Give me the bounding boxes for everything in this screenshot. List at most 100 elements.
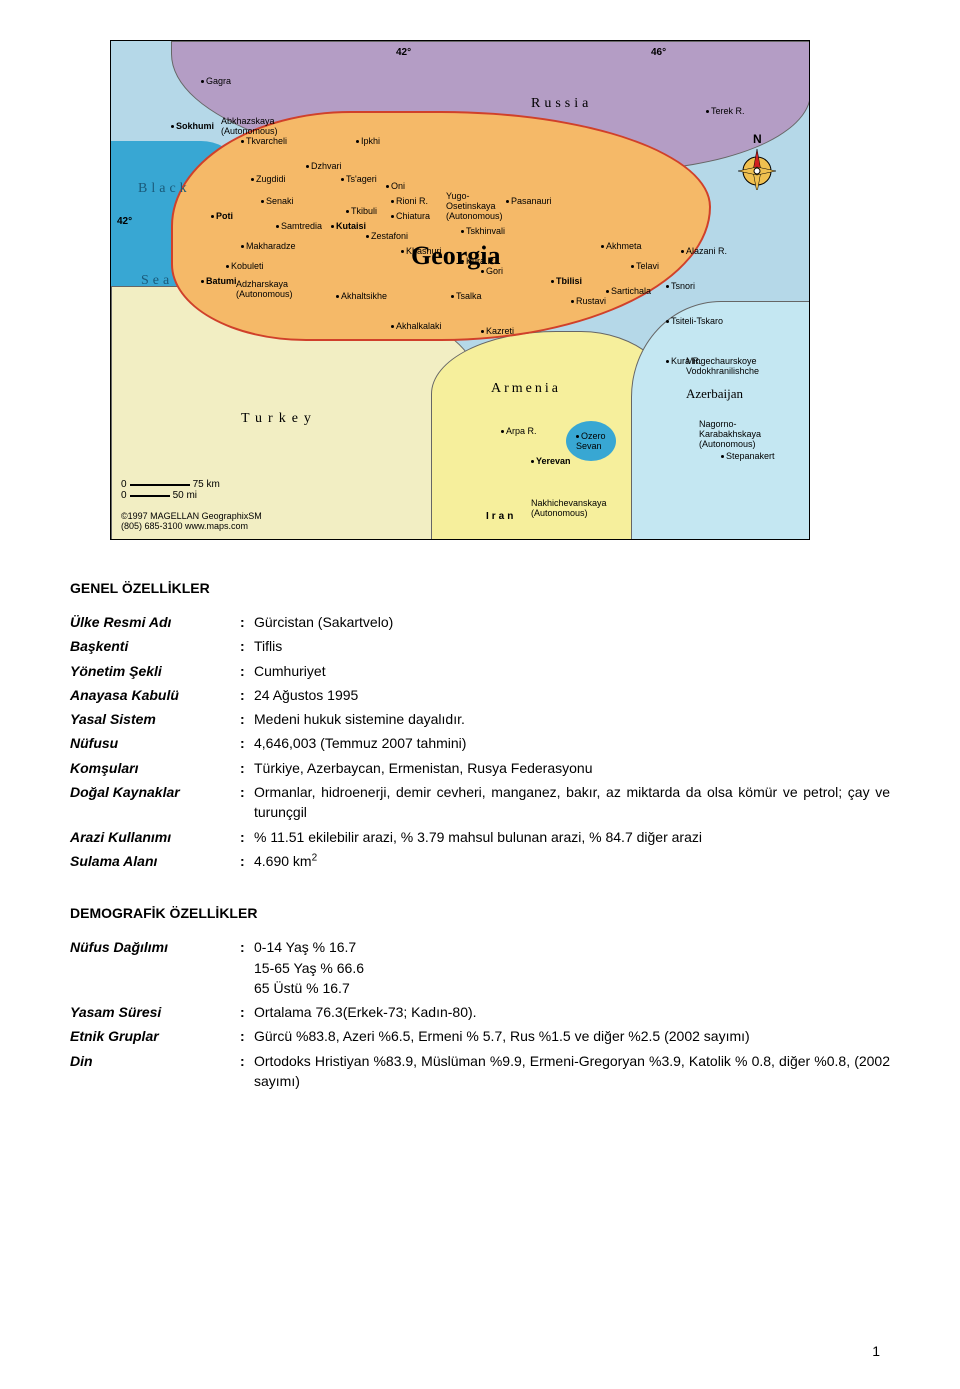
city-dot-icon xyxy=(391,325,394,328)
table-row: Din:Ortodoks Hristiyan %83.9, Müslüman %… xyxy=(70,1049,890,1094)
table-row: Arazi Kullanımı:% 11.51 ekilebilir arazi… xyxy=(70,825,890,849)
general-table: Ülke Resmi Adı:Gürcistan (Sakartvelo)Baş… xyxy=(70,610,890,873)
city-dot-icon xyxy=(451,295,454,298)
row-colon: : xyxy=(240,849,254,873)
city-label: Kobuleti xyxy=(226,261,264,271)
row-label: Yasal Sistem xyxy=(70,707,240,731)
city-dot-icon xyxy=(666,285,669,288)
city-dot-icon xyxy=(461,230,464,233)
city-label: Khashuri xyxy=(401,246,442,256)
row-value: Gürcü %83.8, Azeri %6.5, Ermeni % 5.7, R… xyxy=(254,1024,890,1048)
row-value: Ortodoks Hristiyan %83.9, Müslüman %9.9,… xyxy=(254,1049,890,1094)
demographic-table: Nüfus Dağılımı:0-14 Yaş % 16.715-65 Yaş … xyxy=(70,935,890,1093)
city-dot-icon xyxy=(201,280,204,283)
city-label: Tkvarcheli xyxy=(241,136,287,146)
row-value: Gürcistan (Sakartvelo) xyxy=(254,610,890,634)
city-label: Alazani R. xyxy=(681,246,727,256)
city-dot-icon xyxy=(346,210,349,213)
city-label: Tsiteli-Tskaro xyxy=(666,316,723,326)
city-dot-icon xyxy=(631,265,634,268)
city-dot-icon xyxy=(386,185,389,188)
scale-km: 75 km xyxy=(193,479,220,490)
city-label: Kutaisi xyxy=(331,221,366,231)
row-value: Medeni hukuk sistemine dayalıdır. xyxy=(254,707,890,731)
label-abkhaz: Abkhazskaya (Autonomous) xyxy=(221,116,278,136)
row-label: Yönetim Şekli xyxy=(70,659,240,683)
row-label: Nüfusu xyxy=(70,731,240,755)
row-value: Ormanlar, hidroenerji, demir cevheri, ma… xyxy=(254,780,890,825)
row-colon: : xyxy=(240,780,254,825)
table-row: Yasam Süresi:Ortalama 76.3(Erkek-73; Kad… xyxy=(70,1000,890,1024)
city-dot-icon xyxy=(356,140,359,143)
city-dot-icon xyxy=(391,200,394,203)
city-label: Poti xyxy=(211,211,233,221)
city-dot-icon xyxy=(606,290,609,293)
city-label: Tskhinvali xyxy=(461,226,505,236)
map-copyright: ©1997 MAGELLAN GeographixSM (805) 685-31… xyxy=(121,511,262,531)
row-label: Anayasa Kabulü xyxy=(70,683,240,707)
row-value: 4.690 km2 xyxy=(254,849,890,873)
row-value: Türkiye, Azerbaycan, Ermenistan, Rusya F… xyxy=(254,756,890,780)
city-label: Senaki xyxy=(261,196,294,206)
city-dot-icon xyxy=(226,265,229,268)
row-label: Sulama Alanı xyxy=(70,849,240,873)
city-dot-icon xyxy=(241,140,244,143)
city-label: Akhaltsikhe xyxy=(336,291,387,301)
row-value: Ortalama 76.3(Erkek-73; Kadın-80). xyxy=(254,1000,890,1024)
table-row: Yönetim Şekli:Cumhuriyet xyxy=(70,659,890,683)
compass-n: N xyxy=(753,132,762,146)
city-label: Dzhvari xyxy=(306,161,342,171)
city-dot-icon xyxy=(201,80,204,83)
table-row: Ülke Resmi Adı:Gürcistan (Sakartvelo) xyxy=(70,610,890,634)
city-label: Tsnori xyxy=(666,281,695,291)
city-label: Pasanauri xyxy=(506,196,552,206)
city-label: Terek R. xyxy=(706,106,745,116)
city-label: Arpa R. xyxy=(501,426,537,436)
city-dot-icon xyxy=(211,215,214,218)
row-colon: : xyxy=(240,1049,254,1094)
table-row: Doğal Kaynaklar:Ormanlar, hidroenerji, d… xyxy=(70,780,890,825)
label-turkey: Turkey xyxy=(241,411,317,427)
city-dot-icon xyxy=(341,178,344,181)
label-black: Black xyxy=(138,181,191,197)
coord-lon1: 42° xyxy=(396,47,411,58)
city-dot-icon xyxy=(506,200,509,203)
city-label: Ipkhi xyxy=(356,136,380,146)
coord-lat1: 42° xyxy=(117,216,132,227)
city-dot-icon xyxy=(241,245,244,248)
row-colon: : xyxy=(240,1000,254,1024)
city-label: Stepanakert xyxy=(721,451,775,461)
city-dot-icon xyxy=(336,295,339,298)
city-dot-icon xyxy=(391,215,394,218)
city-dot-icon xyxy=(481,330,484,333)
row-colon: : xyxy=(240,634,254,658)
city-label: Telavi xyxy=(631,261,659,271)
city-dot-icon xyxy=(331,225,334,228)
city-label: Gagra xyxy=(201,76,231,86)
section-title-general: GENEL ÖZELLİKLER xyxy=(70,580,890,596)
city-dot-icon xyxy=(366,235,369,238)
city-dot-icon xyxy=(666,320,669,323)
city-label: Akhmeta xyxy=(601,241,642,251)
row-value: % 11.51 ekilebilir arazi, % 3.79 mahsul … xyxy=(254,825,890,849)
scale-mi: 50 mi xyxy=(173,490,197,501)
city-label: Kura R. xyxy=(461,256,497,266)
row-colon: : xyxy=(240,707,254,731)
row-value: 24 Ağustos 1995 xyxy=(254,683,890,707)
label-nkar: Nagorno- Karabakhskaya (Autonomous) xyxy=(699,419,761,449)
row-colon: : xyxy=(240,683,254,707)
city-dot-icon xyxy=(261,200,264,203)
city-label: Tsalka xyxy=(451,291,482,301)
city-dot-icon xyxy=(571,300,574,303)
city-label: Kura R. xyxy=(666,356,702,366)
city-label: Ts'ageri xyxy=(341,174,377,184)
row-colon: : xyxy=(240,825,254,849)
row-label: Etnik Gruplar xyxy=(70,1024,240,1048)
city-dot-icon xyxy=(276,225,279,228)
row-value: 0-14 Yaş % 16.715-65 Yaş % 66.665 Üstü %… xyxy=(254,935,890,1000)
city-label: Chiatura xyxy=(391,211,430,221)
row-value: 4,646,003 (Temmuz 2007 tahmini) xyxy=(254,731,890,755)
compass-icon: N xyxy=(735,146,779,190)
city-label: Rioni R. xyxy=(391,196,428,206)
city-label: Tkibuli xyxy=(346,206,377,216)
